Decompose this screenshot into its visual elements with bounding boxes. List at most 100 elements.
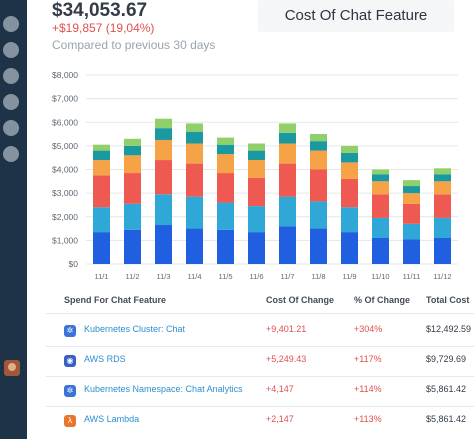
bar-segment [124, 155, 141, 174]
pct-change-value: +304% [354, 324, 383, 334]
bar-segment [93, 175, 110, 208]
cost-change-value: +2,147 [266, 414, 294, 424]
bar-segment [93, 144, 110, 151]
service-name-link[interactable]: Kubernetes Cluster: Chat [84, 324, 186, 334]
bar-segment [217, 144, 234, 155]
divider [46, 346, 474, 347]
bar-segment [341, 207, 358, 233]
nav-dot-icon[interactable] [3, 68, 19, 84]
table-row[interactable]: ◉ AWS RDS +5,249.43 +117% $9,729.69 [46, 351, 474, 374]
cost-change-value: +5,249.43 [266, 354, 307, 364]
bar-segment [248, 143, 265, 151]
y-tick-label: $8,000 [52, 70, 78, 80]
bar-segment [93, 150, 110, 161]
bar-segment [186, 143, 203, 164]
x-tick-label: 11/2 [125, 272, 139, 281]
bar-segment [279, 123, 296, 133]
bar-segment [279, 143, 296, 164]
bar-segment [155, 160, 172, 195]
bar-segment [155, 225, 172, 264]
y-tick-label: $1,000 [52, 235, 78, 245]
cost-table: Spend For Chat Feature Cost Of Change % … [46, 285, 474, 439]
bar-segment [372, 194, 389, 218]
bar-segment [341, 145, 358, 153]
service-name-link[interactable]: Kubernetes Namespace: Chat Analytics [84, 384, 243, 394]
bar-segment [186, 163, 203, 197]
user-avatar-icon[interactable] [4, 360, 20, 376]
bar-segment [155, 139, 172, 161]
comparison-period-label: Compared to previous 30 days [52, 38, 216, 52]
total-cost-value: $5,861.42 [426, 384, 467, 394]
bar-segment [372, 174, 389, 182]
x-tick-label: 11/7 [280, 272, 294, 281]
bar-segment [434, 194, 451, 218]
nav-dot-icon[interactable] [3, 16, 19, 32]
chart-title-card: Cost Of Chat Feature [258, 0, 454, 32]
y-tick-label: $6,000 [52, 117, 78, 127]
bar-segment [341, 232, 358, 264]
bar-segment [310, 150, 327, 170]
x-tick-label: 11/6 [249, 272, 263, 281]
pct-change-value: +117% [354, 354, 382, 364]
bar-segment [403, 180, 420, 187]
x-tick-label: 11/11 [403, 272, 421, 281]
service-name-link[interactable]: AWS Lambda [84, 414, 140, 424]
aws-lambda-icon: λ [64, 415, 76, 427]
x-tick-label: 11/8 [311, 272, 325, 281]
kubernetes-icon: ✲ [64, 385, 76, 397]
table-row[interactable]: λ AWS Lambda +2,147 +113% $5,861.42 [46, 411, 474, 434]
bar-segment [279, 196, 296, 227]
bar-segment [403, 186, 420, 194]
y-tick-label: $7,000 [52, 94, 78, 104]
table-row[interactable]: ✲ Kubernetes Namespace: Chat Analytics +4,… [46, 381, 474, 404]
y-tick-label: $3,000 [52, 188, 78, 198]
bar-segment [310, 141, 327, 151]
header-pct-change: % Of Change [354, 295, 411, 305]
bar-segment [372, 238, 389, 264]
bar-segment [372, 217, 389, 239]
nav-dot-icon[interactable] [3, 146, 19, 162]
bar-segment [186, 131, 203, 144]
sidebar [0, 0, 27, 439]
bar-segment [434, 174, 451, 182]
nav-dot-icon[interactable] [3, 120, 19, 136]
bar-segment [434, 238, 451, 264]
chart-title: Cost Of Chat Feature [284, 7, 428, 24]
bar-segment [434, 217, 451, 239]
bar-segment [124, 229, 141, 264]
nav-dot-icon[interactable] [3, 42, 19, 58]
bar-segment [279, 226, 296, 264]
x-tick-label: 11/9 [342, 272, 356, 281]
bar-segment [403, 203, 420, 224]
bar-segment [186, 123, 203, 132]
bar-segment [341, 152, 358, 163]
pct-change-value: +114% [354, 384, 382, 394]
total-cost-value: $9,729.69 [426, 354, 467, 364]
bar-segment [186, 228, 203, 264]
table-row[interactable]: ✲ Kubernetes Cluster: Chat +9,401.21 +304% $… [46, 321, 474, 344]
bar-segment [372, 169, 389, 175]
aws-rds-icon: ◉ [64, 355, 76, 367]
bar-segment [155, 118, 172, 129]
x-tick-label: 11/5 [218, 272, 232, 281]
x-tick-label: 11/4 [187, 272, 201, 281]
bar-segment [217, 137, 234, 145]
y-tick-label: $5,000 [52, 141, 78, 151]
cost-change-value: +4,147 [266, 384, 294, 394]
divider [46, 313, 474, 314]
service-name-link[interactable]: AWS RDS [84, 354, 126, 364]
bar-segment [341, 162, 358, 179]
nav-dot-icon[interactable] [3, 94, 19, 110]
bar-segment [124, 138, 141, 146]
bar-segment [372, 181, 389, 195]
bar-segment [124, 145, 141, 156]
bar-segment [93, 160, 110, 176]
bar-segment [93, 232, 110, 264]
y-tick-label: $2,000 [52, 212, 78, 222]
bar-segment [217, 229, 234, 264]
bar-segment [217, 202, 234, 230]
x-tick-label: 11/1 [94, 272, 108, 281]
bar-segment [279, 163, 296, 197]
bar-segment [434, 168, 451, 175]
bar-segment [403, 239, 420, 264]
